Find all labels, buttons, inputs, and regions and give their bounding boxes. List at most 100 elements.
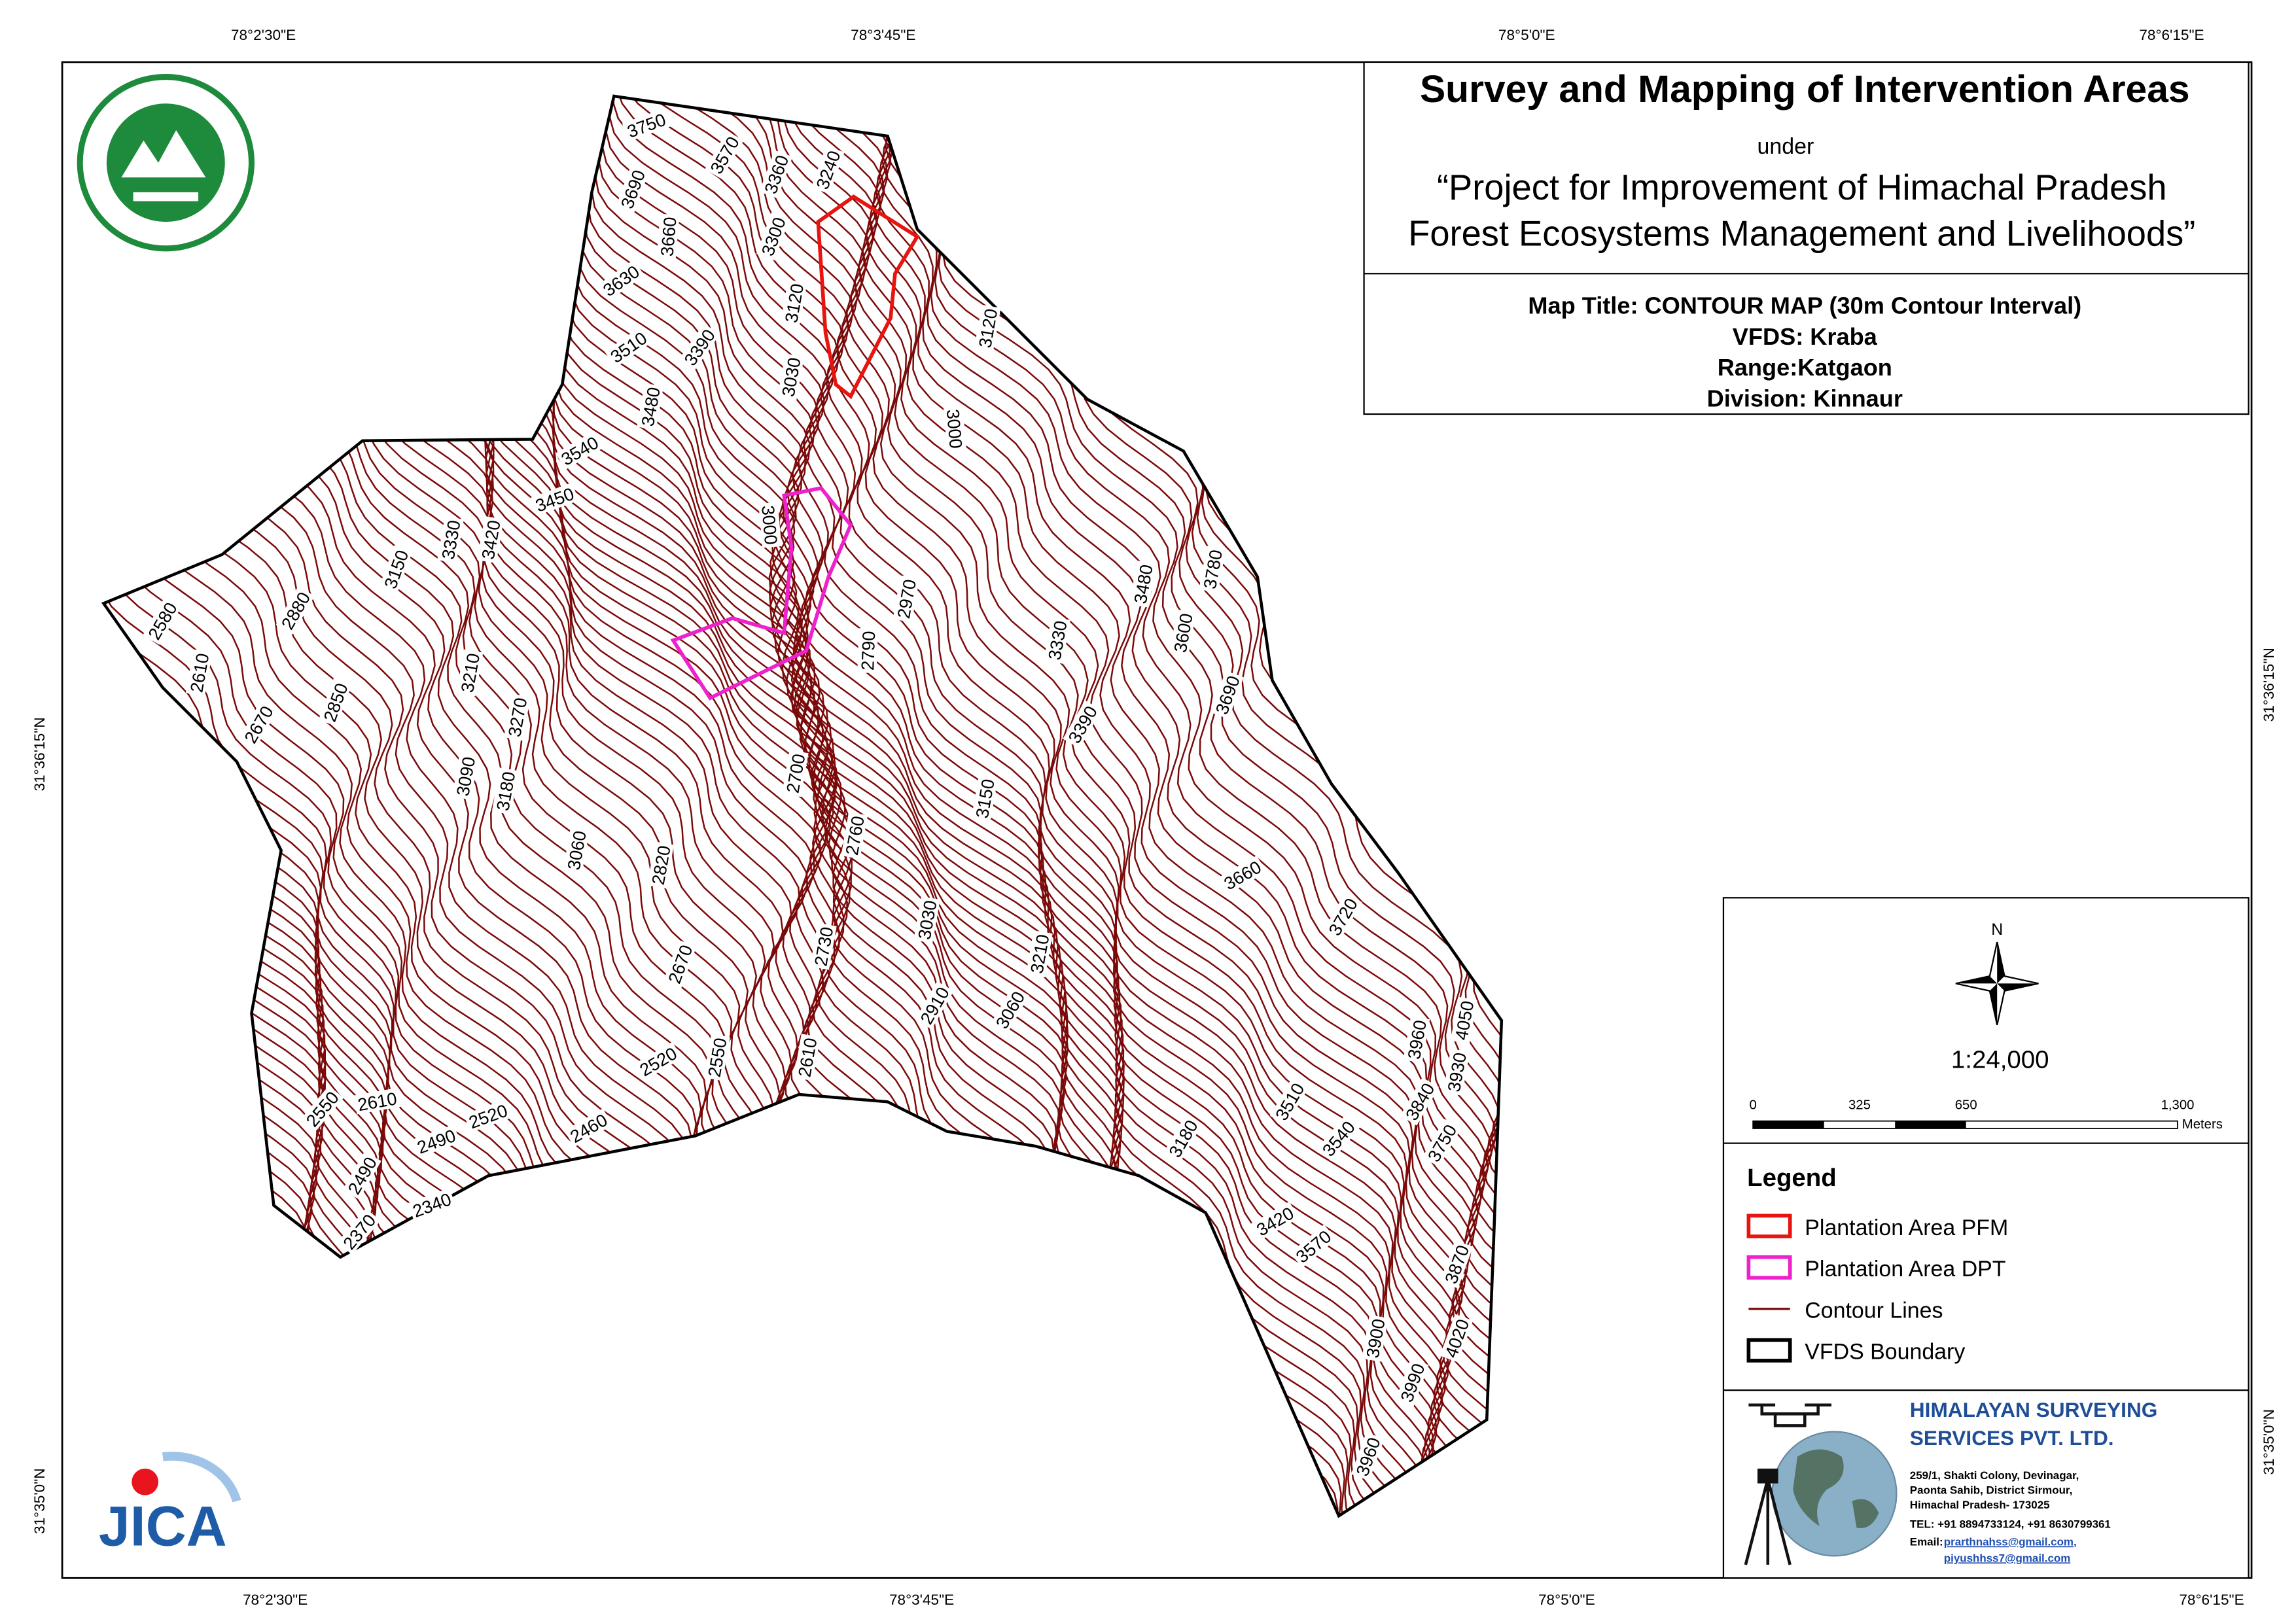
label-halo [530,482,579,516]
label-halo [1063,700,1102,748]
label-halo [705,131,744,179]
label-halo [780,279,807,327]
label-halo [353,1087,401,1115]
contour-line [803,96,1502,1516]
company-name: HIMALAYAN SURVEYING [1910,1398,2158,1422]
label-halo [892,575,920,623]
globe [1771,1431,1898,1557]
label-halo [1395,1358,1429,1407]
label-halo [637,383,664,430]
vfds: VFDS: Kraba [1733,323,1878,350]
tripod [1744,1478,1792,1565]
email: prarthnahss@gmail.com, [1944,1536,2077,1548]
label-halo [633,1041,682,1081]
label-halo [342,1151,381,1200]
label-halo [503,693,531,741]
label-halo [647,841,674,889]
address: TEL: +91 8894733124, +91 8630799361 [1910,1518,2111,1530]
label-halo [622,108,671,142]
contour-line [0,74,35,1538]
contour-line [609,96,1426,1516]
coord-label: 78°2'30"E [243,1592,308,1608]
legend-swatch [1746,1213,1792,1238]
address: Himachal Pradesh- 173025 [1910,1499,2050,1511]
range: Range:Katgaon [1718,354,1892,381]
label-halo [1129,560,1156,608]
coord-label: 31°36'15"N [2261,648,2277,722]
label-halo [756,212,790,261]
title-box [1363,61,2250,415]
label-halo [857,628,878,674]
label-halo [1400,1077,1439,1126]
coord-label: 31°35'0"N [2261,1409,2277,1475]
north-label: N [1991,920,2003,939]
label-halo [811,145,845,194]
jica-dot [132,1468,159,1495]
label-halo [915,981,954,1030]
label-halo [275,586,315,635]
label-halo [1044,616,1070,664]
label-halo [239,700,278,748]
label-halo [556,430,604,470]
label-halo [974,304,1001,352]
label-halo [1439,1314,1474,1363]
label-halo [1199,546,1226,593]
legend-item: Plantation Area PFM [1805,1215,2008,1240]
label-halo [1025,930,1053,977]
label-halo [456,649,484,697]
company-logo: HIMALAYAN SURVEYING SERVICES PVT. LTD. 2… [1744,1398,2158,1565]
drone [1748,1403,1831,1427]
scale-unit: Meters [2182,1117,2223,1132]
scale-text: 1:24,000 [1951,1045,2049,1073]
label-halo [185,649,213,697]
label-halo [1210,671,1244,720]
legend-item: Plantation Area DPT [1805,1257,2005,1282]
label-halo [379,545,413,593]
legend-item: VFDS Boundary [1805,1340,1965,1365]
legend-title: Legend [1747,1164,1837,1192]
label-halo [809,922,837,970]
contour-line [0,74,10,1538]
label-halo [1403,1016,1430,1064]
label-halo [1443,1048,1470,1096]
label-halo [703,1034,730,1081]
label-halo [451,752,479,800]
label-halo [563,826,590,874]
scale-seg [1753,1121,1824,1128]
contour-line [587,96,1420,1516]
label-halo [943,406,967,452]
coord-label: 78°6'15"E [2179,1592,2244,1608]
label-halo [463,1099,512,1133]
label-halo [300,1085,344,1132]
legend-swatch [1746,1338,1792,1363]
map-title: Map Title: CONTOUR MAP (30m Contour Inte… [1528,292,2081,319]
label-halo [1450,996,1477,1044]
label-halo [1323,892,1362,941]
contour-line [836,96,1502,1516]
contour-label: 3000 [943,408,966,449]
scale-seg [1895,1121,1966,1128]
coord-label: 31°35'0"N [31,1468,48,1534]
label-halo [437,516,464,563]
label-halo [337,1208,381,1255]
address: Paonta Sahib, District Sirmour, [1910,1484,2072,1496]
coord-label: 78°2'30"E [231,27,296,43]
label-halo [758,502,782,548]
label-halo [1316,1115,1360,1162]
contour-line [881,96,1502,1516]
label-halo [1250,1201,1299,1241]
email-label: Email: [1910,1536,1943,1548]
label-halo [656,213,680,260]
contour-line [0,74,56,1538]
contour-line [878,96,1502,1516]
label-halo [781,750,809,797]
vfds-boundary [101,94,1504,1518]
scale-tick: 0 [1750,1098,1757,1113]
coord-label: 78°5'0"E [1498,27,1555,43]
coord-label: 78°3'45"E [851,27,915,43]
label-halo [679,323,720,371]
label-halo [477,516,504,563]
address: 259/1, Shakti Colony, Devinagar, [1910,1469,2079,1482]
